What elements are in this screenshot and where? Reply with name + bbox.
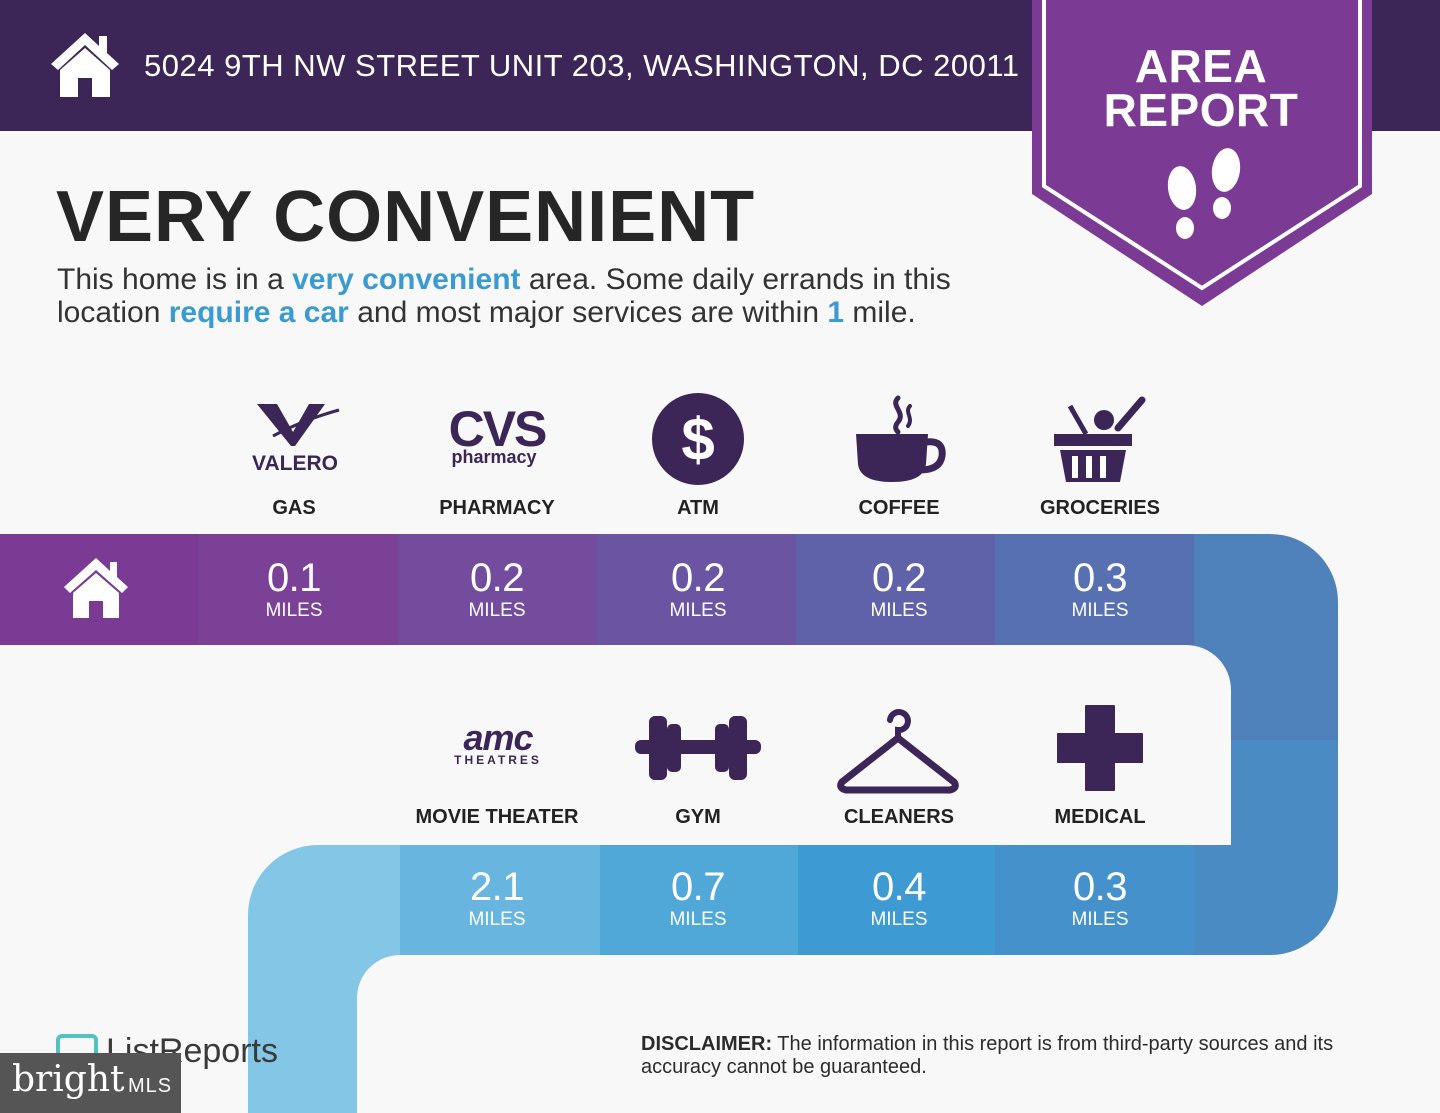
- distance-groceries: 0.3 MILES: [1071, 556, 1129, 621]
- badge-line-1: AREA: [1134, 40, 1268, 92]
- valero-logo: VALERO: [252, 404, 340, 474]
- svg-text:amc: amc: [463, 720, 533, 758]
- category-label-gas: GAS: [272, 497, 316, 519]
- cvs-logo: CVS pharmacy: [449, 402, 548, 467]
- category-label-gym: GYM: [675, 806, 721, 828]
- distance-coffee: 0.2 MILES: [870, 556, 928, 621]
- area-report-badge: [1032, 0, 1372, 306]
- disclaimer-label: DISCLAIMER:: [641, 1033, 773, 1055]
- property-address: 5024 9TH NW STREET UNIT 203, WASHINGTON,…: [144, 48, 1020, 83]
- dumbbell-icon: [635, 716, 761, 780]
- category-label-groceries: GROCERIES: [1039, 497, 1161, 519]
- badge-title: AREA REPORT: [1030, 40, 1372, 136]
- dollar-icon: $: [652, 393, 744, 485]
- highlight-distance: 1: [827, 296, 845, 329]
- hanger-icon: [837, 709, 959, 794]
- bright-mls-logo: bright MLS: [0, 1053, 181, 1113]
- svg-text:THEATRES: THEATRES: [454, 753, 542, 767]
- distance-pharmacy: 0.2 MILES: [468, 556, 526, 621]
- svg-text:pharmacy: pharmacy: [451, 447, 536, 467]
- category-label-coffee: COFFEE: [858, 497, 940, 519]
- home-icon: [51, 33, 119, 97]
- distance-gym: 0.7 MILES: [669, 865, 727, 930]
- badge-line-2: REPORT: [1103, 84, 1299, 136]
- distance-medical: 0.3 MILES: [1071, 865, 1129, 930]
- category-label-cleaners: CLEANERS: [843, 806, 954, 828]
- category-label-pharmacy: PHARMACY: [439, 497, 555, 519]
- amc-logo: amc THEATRES: [454, 720, 542, 767]
- disclaimer-text: The information in this report is from t…: [641, 1033, 1334, 1078]
- highlight-convenience: very convenient: [292, 263, 521, 296]
- distance-movie-theater: 2.1 MILES: [468, 865, 526, 930]
- distance-atm: 0.2 MILES: [669, 556, 727, 621]
- svg-text:$: $: [681, 406, 714, 473]
- highlight-car: require a car: [168, 296, 349, 329]
- page-title: VERY CONVENIENT: [56, 177, 756, 257]
- medical-cross-icon: [1057, 705, 1143, 791]
- distance-gas: 0.1 MILES: [265, 556, 323, 621]
- coffee-cup-icon: [856, 395, 946, 482]
- category-label-movie-theater: MOVIE THEATER: [415, 806, 579, 828]
- grocery-basket-icon: [1054, 396, 1146, 482]
- road-home-icon: [64, 558, 128, 618]
- svg-text:CVS: CVS: [449, 402, 546, 457]
- disclaimer: DISCLAIMER: The information in this repo…: [641, 1033, 1401, 1079]
- distance-cleaners: 0.4 MILES: [870, 865, 928, 930]
- footprints-icon: [1167, 148, 1241, 239]
- mls-wordmark: MLS: [128, 1075, 173, 1097]
- svg-text:VALERO: VALERO: [252, 452, 338, 474]
- category-label-medical: MEDICAL: [1054, 806, 1146, 828]
- bright-wordmark: bright: [12, 1059, 125, 1100]
- summary-text: This home is in a very convenient area. …: [57, 263, 951, 329]
- category-label-atm: ATM: [677, 497, 719, 519]
